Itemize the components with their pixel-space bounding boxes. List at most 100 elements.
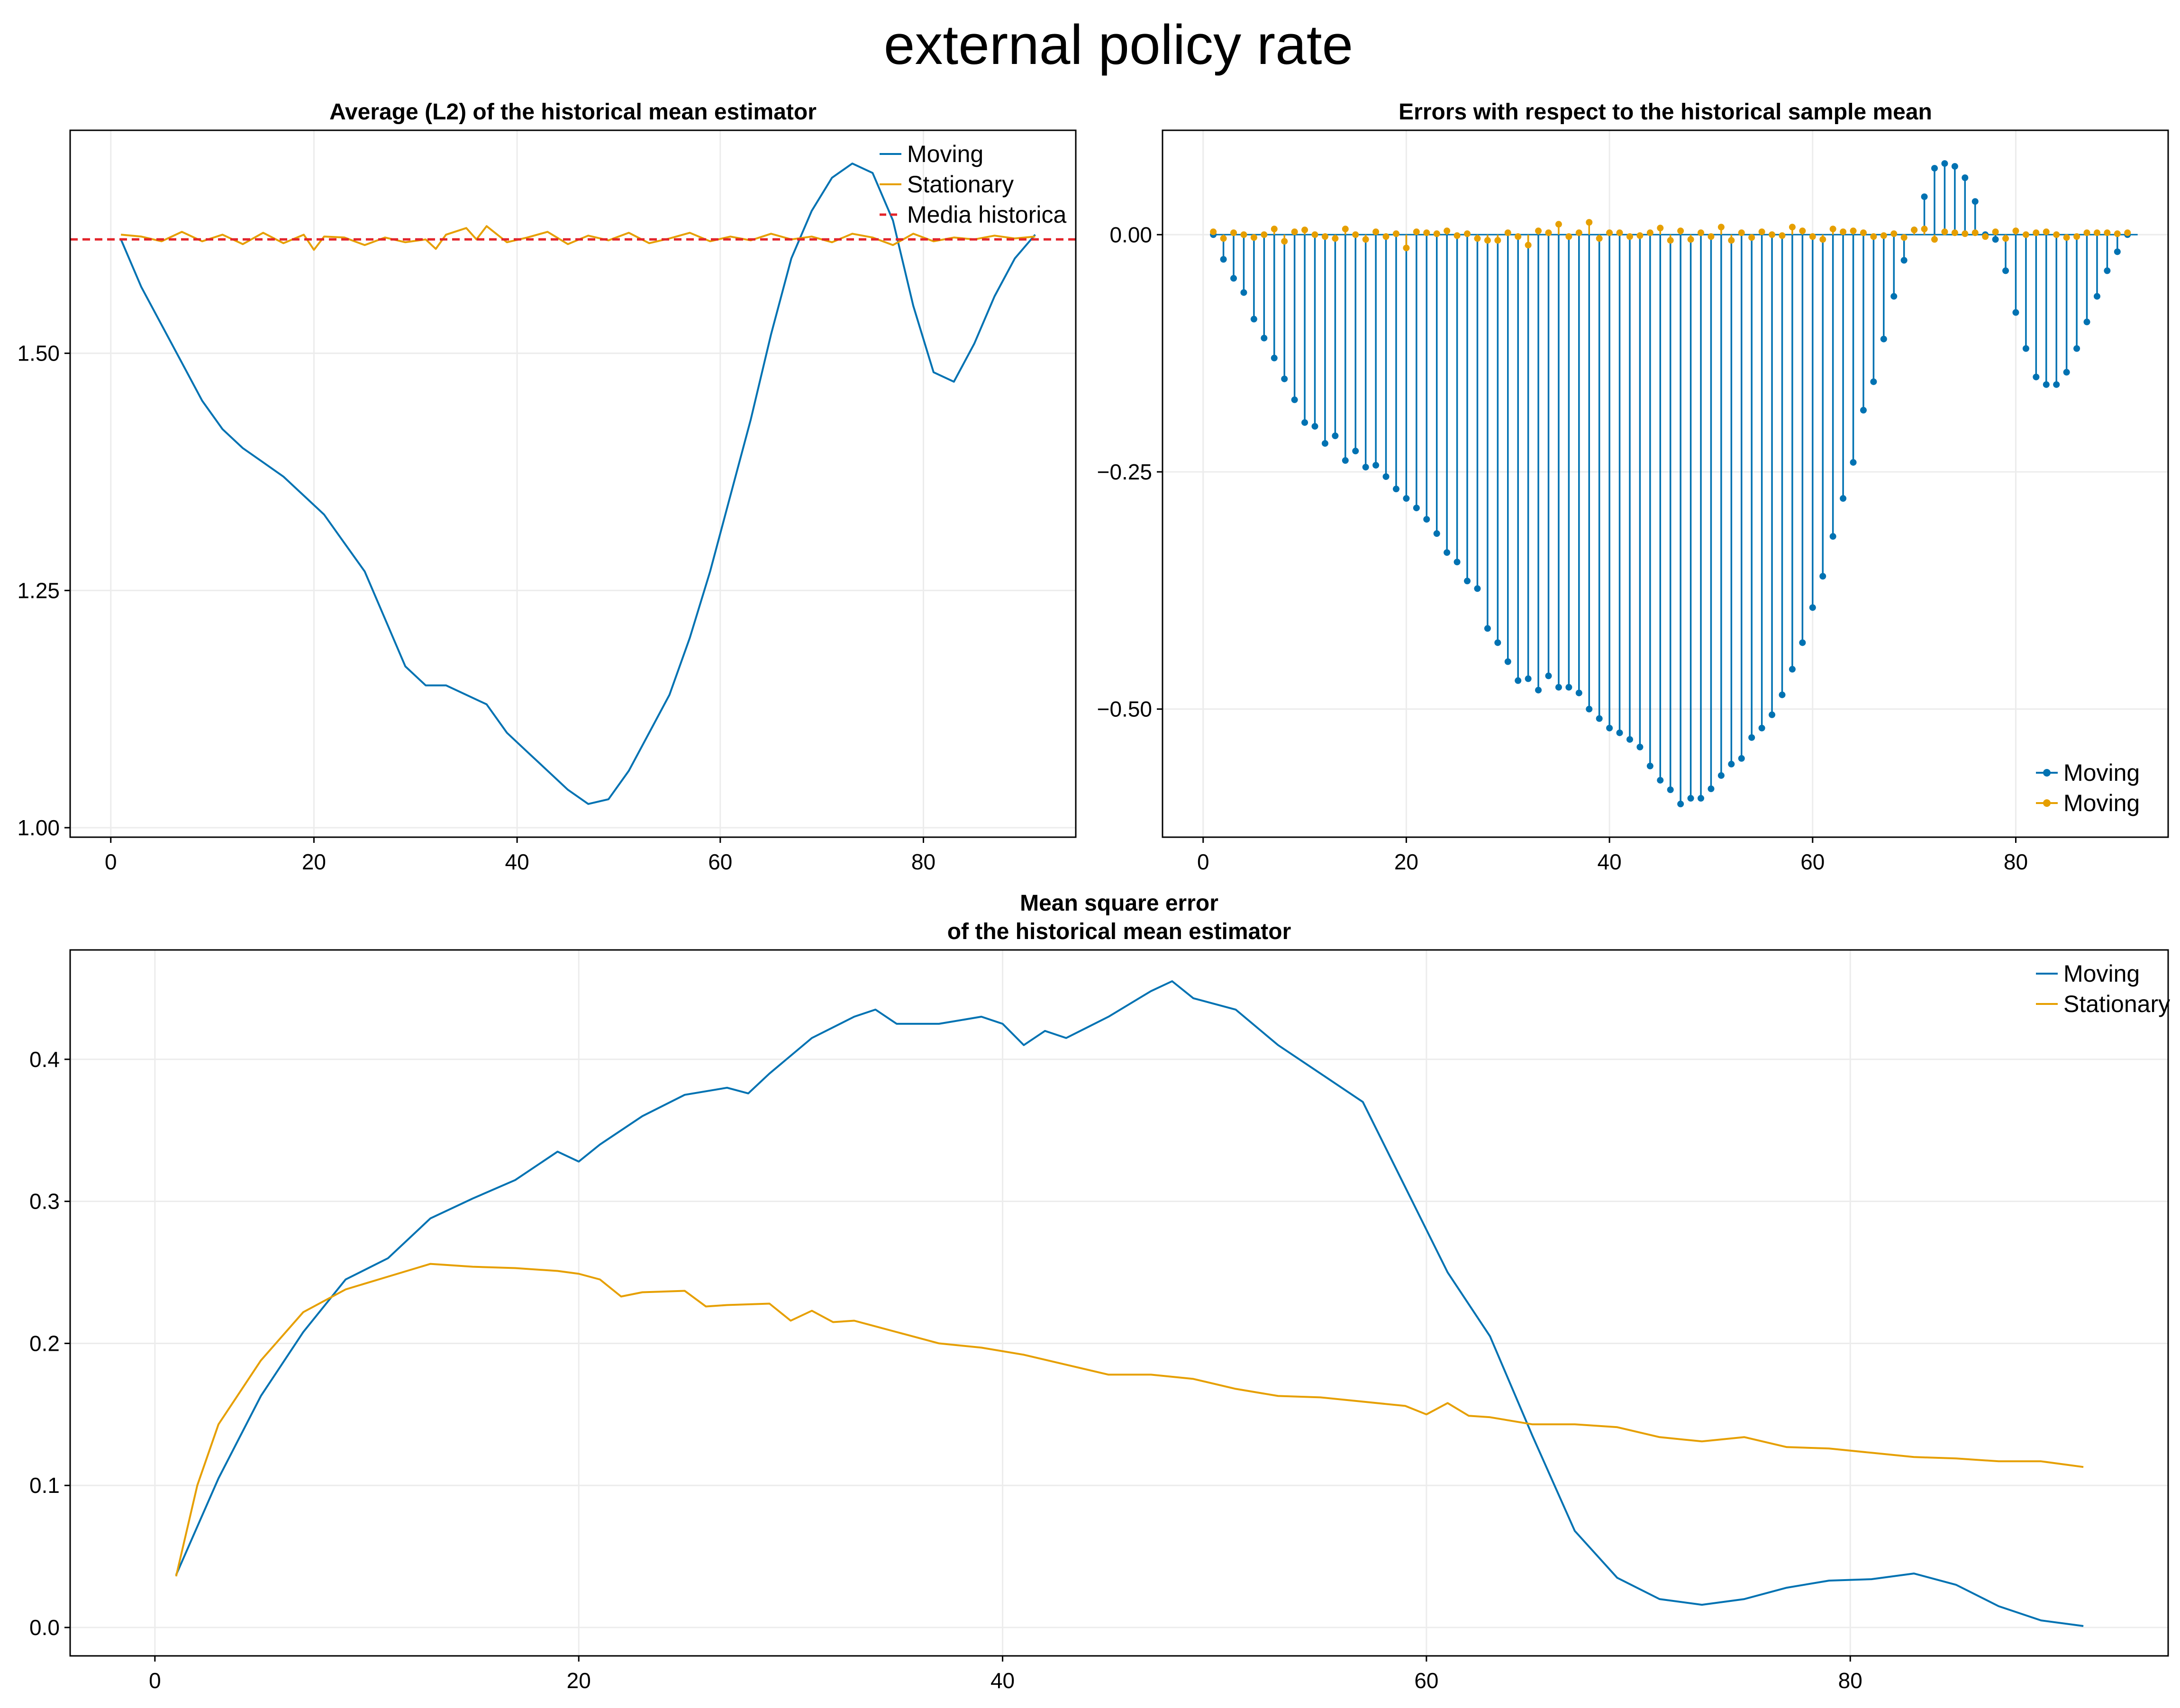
stem-marker (1758, 228, 1765, 235)
panel-errors-stem: Errors with respect to the historical sa… (1097, 99, 2169, 874)
stem-marker (1423, 229, 1430, 236)
stem-marker (1971, 229, 1979, 236)
stem-marker (2033, 229, 2040, 236)
stem-marker (1403, 495, 1410, 502)
panel-mean-square-error: Mean square error of the historical mean … (29, 891, 2170, 1693)
stem-marker (1342, 457, 1349, 464)
x-tick-label: 80 (1838, 1668, 1862, 1693)
stem-marker (1880, 232, 1887, 239)
stem-marker (1698, 229, 1705, 236)
y-tick-label: −0.50 (1097, 697, 1152, 722)
stem-marker (1799, 639, 1806, 646)
stem-marker (1281, 375, 1288, 382)
stem-marker (1250, 234, 1257, 241)
stem-marker (1504, 658, 1511, 665)
stem-marker (1342, 226, 1349, 233)
stem-marker (1535, 687, 1542, 694)
stem-marker (1687, 236, 1694, 243)
stem-marker (1829, 533, 1836, 540)
stem-marker (1890, 230, 1898, 237)
stem-marker (1271, 226, 1278, 233)
stem-marker (1850, 227, 1857, 235)
stem-marker (2083, 318, 2090, 325)
stem-marker (1738, 229, 1745, 236)
stem-marker (2012, 309, 2019, 316)
stem-marker (1626, 736, 1633, 743)
stem-marker (1900, 257, 1908, 264)
stem-marker (1728, 237, 1735, 244)
stem-marker (1779, 232, 1786, 239)
stem-marker (1738, 755, 1745, 762)
stem-marker (1789, 224, 1796, 231)
stem-marker (1220, 256, 1227, 263)
stem-marker (1921, 226, 1928, 233)
stem-marker (1210, 228, 1217, 235)
stem-marker (1464, 578, 1471, 585)
stem-marker (1829, 226, 1836, 233)
stem-marker (2033, 373, 2040, 380)
stem-marker (1515, 677, 1522, 684)
stem-marker (1535, 227, 1542, 235)
legend-label: Moving (2063, 790, 2140, 816)
y-tick-label: 1.50 (17, 341, 60, 366)
stem-marker (2073, 345, 2080, 352)
stem-marker (1403, 244, 1410, 252)
stem-marker (1525, 675, 1532, 682)
stem-marker (1992, 228, 1999, 235)
stem-marker (1291, 396, 1298, 403)
chart-title-line: of the historical mean estimator (947, 919, 1291, 944)
stem-marker (1667, 786, 1674, 793)
stem-marker (2083, 229, 2090, 236)
stem-marker (1352, 447, 1359, 454)
y-tick-label: 0.3 (29, 1189, 60, 1214)
stem-marker (1525, 242, 1532, 249)
chart-title-line: Errors with respect to the historical sa… (1399, 99, 1932, 125)
series-line (121, 225, 1036, 251)
stem-marker (1321, 440, 1328, 447)
stem-marker (1789, 666, 1796, 673)
stem-marker (1636, 232, 1644, 239)
stem-marker (1575, 689, 1582, 696)
stem-marker (1433, 230, 1440, 237)
legend-label: Moving (907, 141, 983, 167)
stem-marker (2053, 381, 2060, 388)
x-tick-label: 80 (2004, 849, 2028, 874)
stem-marker (2114, 248, 2121, 255)
stem-marker (1900, 234, 1908, 241)
stem-marker (1758, 724, 1765, 732)
y-tick-label: −0.25 (1097, 460, 1152, 484)
stem-marker (1657, 777, 1664, 784)
stem-marker (1362, 236, 1369, 243)
stem-marker (1931, 165, 1938, 172)
legend: Moving Stationary Media historica (880, 141, 1066, 228)
stem-marker (1261, 334, 1268, 342)
stem-marker (1474, 235, 1481, 242)
y-tick-label: 0.00 (1109, 222, 1152, 247)
legend-label: Stationary (907, 171, 1014, 198)
stem-marker (1728, 760, 1735, 768)
stem-marker (1453, 559, 1461, 566)
stem-marker (1474, 585, 1481, 592)
stem-marker (1575, 229, 1582, 236)
stem-marker (1860, 407, 1867, 414)
stem-marker (1606, 724, 1613, 732)
stem-marker (1311, 231, 1318, 238)
x-tick-label: 60 (1414, 1668, 1438, 1693)
stem-marker (1708, 785, 1715, 792)
x-tick-label: 40 (505, 849, 529, 874)
y-tick-label: 1.00 (17, 815, 60, 840)
stem-marker (1951, 163, 1958, 170)
stem-marker (1606, 229, 1613, 236)
stem-marker (1626, 233, 1633, 240)
legend-label: Moving (2063, 759, 2140, 786)
stem-marker (1769, 711, 1776, 718)
stem-marker (1880, 335, 1887, 343)
stem-marker (1555, 221, 1562, 228)
stem-marker (1240, 289, 1247, 296)
stem-marker (2002, 267, 2009, 274)
stem-marker (1931, 236, 1938, 243)
stem-marker (1819, 573, 1826, 580)
y-tick-label: 1.25 (17, 578, 60, 603)
stem-marker (1504, 229, 1511, 236)
